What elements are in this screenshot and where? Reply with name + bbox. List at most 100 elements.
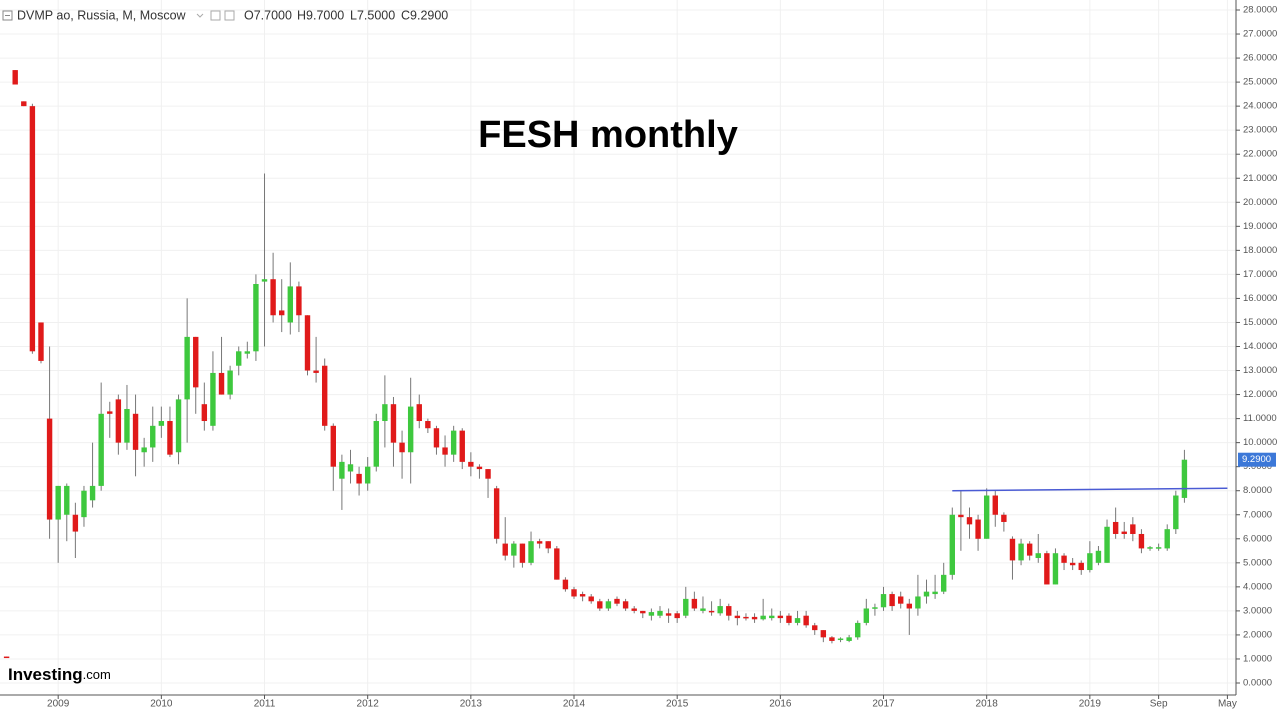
candle-body (450, 430, 457, 455)
candle-body (579, 594, 586, 597)
candle-body (631, 608, 637, 611)
candle-body (321, 365, 328, 426)
y-tick-label: 25.0000 (1243, 77, 1277, 88)
logo-name: Investing (8, 665, 83, 684)
y-tick-label: 18.0000 (1243, 245, 1277, 256)
logo: Investing.com (8, 665, 111, 684)
y-tick-label: 27.0000 (1243, 29, 1277, 40)
candle-body (244, 351, 251, 354)
candle-body (872, 607, 878, 609)
y-tick-label: 3.0000 (1243, 605, 1272, 616)
candle-body (373, 421, 379, 467)
trendline (952, 487, 1228, 492)
candle-body (107, 411, 113, 414)
candle-body (132, 413, 139, 450)
candle-body (1181, 459, 1188, 498)
y-tick-label: 0.0000 (1243, 678, 1272, 689)
candle-body (597, 601, 603, 609)
candle-body (193, 336, 199, 388)
dropdown-icon[interactable] (196, 13, 204, 18)
candle-body (296, 286, 302, 316)
candle-body (648, 612, 655, 616)
collapse-icon[interactable] (2, 10, 13, 21)
candle-body (158, 421, 165, 426)
candle-body (812, 625, 818, 631)
x-tick-label: 2009 (47, 699, 70, 710)
y-tick-label: 21.0000 (1243, 173, 1277, 184)
candle-body (115, 399, 122, 443)
candle-body (253, 284, 259, 352)
candle-body (898, 596, 904, 604)
candle-body (1121, 531, 1127, 534)
candle-body (545, 541, 551, 549)
x-tick-label: May (1218, 699, 1237, 710)
candle-body (201, 404, 208, 422)
candle-body (820, 630, 827, 638)
candle-body (717, 606, 723, 614)
candle-body (339, 461, 345, 479)
candle-body (536, 541, 543, 544)
candle-body (21, 101, 27, 107)
candle-body (932, 591, 938, 595)
candle-body (167, 421, 173, 455)
candle-body (657, 610, 663, 616)
x-tick-label: 2015 (666, 699, 689, 710)
candle-body (3, 656, 10, 659)
candle-body (210, 372, 216, 426)
candle-body (304, 315, 311, 371)
candle-body (29, 106, 36, 352)
y-tick-label: 14.0000 (1243, 341, 1277, 352)
candle-body (81, 490, 87, 518)
y-tick-label: 1.0000 (1243, 653, 1272, 664)
candle-body (915, 596, 921, 609)
candle-body (700, 608, 706, 611)
x-tick-label: 2019 (1079, 699, 1102, 710)
candle-body (1035, 553, 1041, 559)
candle-body (1069, 562, 1076, 566)
candle-body (1095, 550, 1102, 563)
candle-body (863, 608, 870, 623)
y-tick-label: 20.0000 (1243, 197, 1277, 208)
settings-icon[interactable] (210, 10, 221, 21)
candle-body (124, 408, 130, 443)
candle-body (1044, 553, 1050, 585)
candle-body (364, 466, 371, 484)
candle-body (906, 603, 913, 609)
candle-body (983, 495, 990, 539)
candle-body (279, 310, 285, 316)
candle-body (777, 615, 784, 619)
candle-body (382, 404, 388, 422)
x-tick-label: 2016 (769, 699, 792, 710)
y-tick-label: 5.0000 (1243, 557, 1272, 568)
y-tick-label: 16.0000 (1243, 293, 1277, 304)
y-tick-label: 28.0000 (1243, 5, 1277, 16)
candle-body (38, 322, 44, 361)
candle-body (184, 336, 190, 400)
candle-body (889, 594, 895, 607)
candle-body (640, 610, 646, 614)
x-tick-label: 2014 (563, 699, 586, 710)
candle-body (855, 622, 861, 638)
candle-body (407, 406, 414, 453)
candle-body (1061, 555, 1067, 563)
candle-body (726, 606, 732, 616)
hide-icon[interactable] (224, 10, 235, 21)
candle-body (562, 579, 569, 590)
candle-body (46, 418, 53, 520)
candle-body (588, 596, 594, 602)
candle-body (949, 514, 955, 575)
candle-body (141, 447, 147, 453)
low-label: L7.5000 (350, 8, 395, 22)
candle-body (55, 485, 61, 520)
last-price-box (1238, 452, 1276, 467)
candle-body (674, 613, 680, 619)
candle-body (150, 425, 156, 448)
x-tick-label: 2010 (150, 699, 173, 710)
candle-body (390, 404, 397, 443)
candle-body (691, 598, 698, 609)
candle-body (992, 495, 998, 515)
candle-body (1138, 533, 1145, 549)
y-tick-label: 22.0000 (1243, 149, 1277, 160)
candle-body (958, 514, 964, 518)
